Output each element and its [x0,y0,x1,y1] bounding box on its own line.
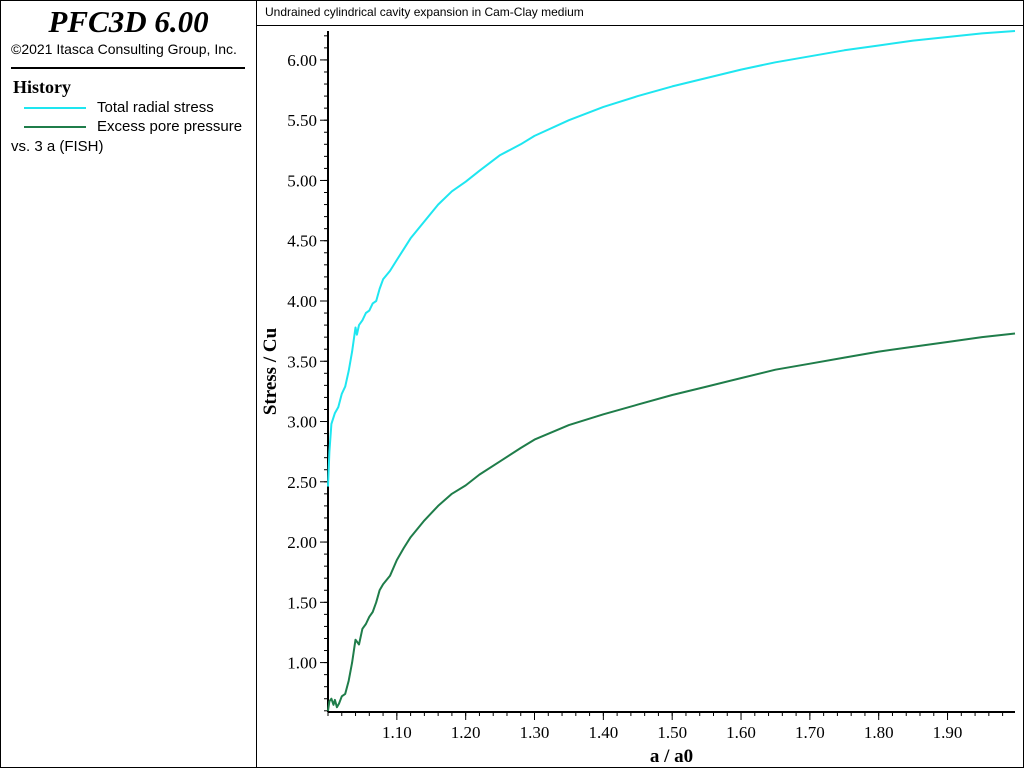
y-tick-label: 5.50 [287,111,317,130]
tick-marks: 1.00 1.50 2.00 2.50 3.00 3.50 4.00 4.50 5.00 5.50… [287,35,1004,742]
app-title: PFC3D 6.00 [48,4,209,39]
y-tick-label: 3.50 [287,352,317,371]
plot-title: Undrained cylindrical cavity expansion i… [265,5,584,19]
chart-area: 1.00 1.50 2.00 2.50 3.00 3.50 4.00 4.50 5.00 5.50… [260,30,1016,767]
x-variable-label: vs. 3 a (FISH) [11,138,104,155]
legend-label-total-radial-stress: Total radial stress [97,99,214,116]
plot-title-bar: Undrained cylindrical cavity expansion i… [257,1,1023,26]
copyright-text: ©2021 Itasca Consulting Group, Inc. [11,41,237,57]
legend-line-total-radial-stress [24,107,86,109]
y-tick-label: 1.00 [287,654,317,673]
y-tick-label: 2.50 [287,473,317,492]
legend-line-excess-pore-pressure [24,126,86,128]
x-axis-label: a / a0 [650,746,693,767]
series-line-excess-pore-pressure [327,332,1016,711]
x-tick-label: 1.90 [933,723,963,742]
x-tick-label: 1.30 [520,723,550,742]
x-tick-label: 1.80 [864,723,894,742]
history-heading: History [13,77,71,97]
y-axis-label: Stress / Cu [260,327,281,415]
legend-panel: PFC3D 6.00 ©2021 Itasca Consulting Group… [1,1,257,767]
legend-label-excess-pore-pressure: Excess pore pressure [97,118,243,135]
y-tick-label: 3.00 [287,413,317,432]
series-lines [327,30,1016,711]
y-tick-label: 4.00 [287,292,317,311]
x-tick-label: 1.20 [451,723,481,742]
y-tick-label: 5.00 [287,171,317,190]
x-tick-label: 1.70 [795,723,825,742]
y-tick-label: 1.50 [287,593,317,612]
x-tick-label: 1.40 [588,723,618,742]
y-tick-label: 2.00 [287,533,317,552]
y-tick-label: 4.50 [287,232,317,251]
series-line-total-radial-stress [327,30,1016,487]
x-tick-label: 1.10 [382,723,412,742]
x-tick-label: 1.60 [726,723,756,742]
title-divider [11,67,245,69]
x-tick-label: 1.50 [657,723,687,742]
y-tick-label: 6.00 [287,51,317,70]
